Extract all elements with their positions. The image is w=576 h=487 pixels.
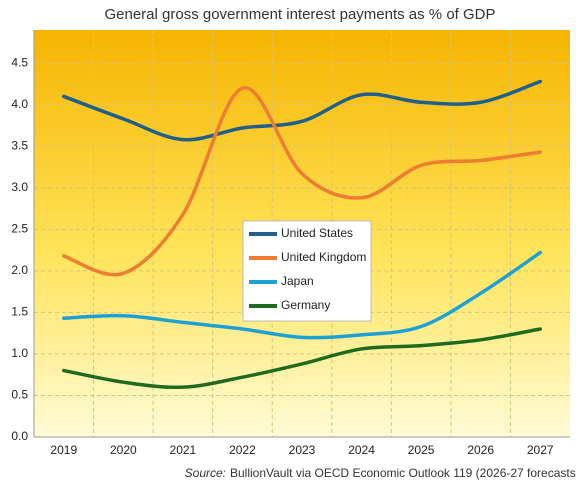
- x-tick-label: 2019: [50, 443, 77, 457]
- y-tick-label: 1.5: [11, 305, 28, 319]
- x-tick-label: 2022: [229, 443, 256, 457]
- legend-label: Germany: [281, 298, 330, 312]
- y-tick-label: 2.5: [11, 222, 28, 236]
- x-tick-label: 2027: [527, 443, 554, 457]
- x-tick-label: 2024: [348, 443, 375, 457]
- x-tick-label: 2025: [408, 443, 435, 457]
- x-tick-label: 2020: [110, 443, 137, 457]
- y-tick-label: 3.0: [11, 180, 28, 194]
- y-tick-label: 4.0: [11, 97, 28, 111]
- line: [62, 327, 542, 390]
- line: [62, 250, 542, 340]
- y-tick-label: 0.0: [11, 429, 28, 443]
- source: BullionVault via OECD Economic Outlook 1…: [230, 466, 576, 480]
- y-tick-label: 2.0: [11, 263, 28, 277]
- y-tick-label: 4.5: [11, 55, 28, 69]
- x-tick-label: 2021: [170, 443, 197, 457]
- legend-label: United Kingdom: [281, 250, 366, 264]
- x-tick-label: 2023: [289, 443, 316, 457]
- y-tick-label: 0.5: [11, 388, 28, 402]
- line: [62, 79, 542, 142]
- legend-label: Japan: [281, 274, 314, 288]
- legend-label: United States: [281, 226, 353, 240]
- y-tick-label: 1.0: [11, 346, 28, 360]
- source-label: Source:: [185, 466, 226, 480]
- x-tick-label: 2026: [467, 443, 494, 457]
- y-tick-label: 3.5: [11, 138, 28, 152]
- chart-title: General gross government interest paymen…: [104, 6, 495, 23]
- line: [62, 86, 542, 277]
